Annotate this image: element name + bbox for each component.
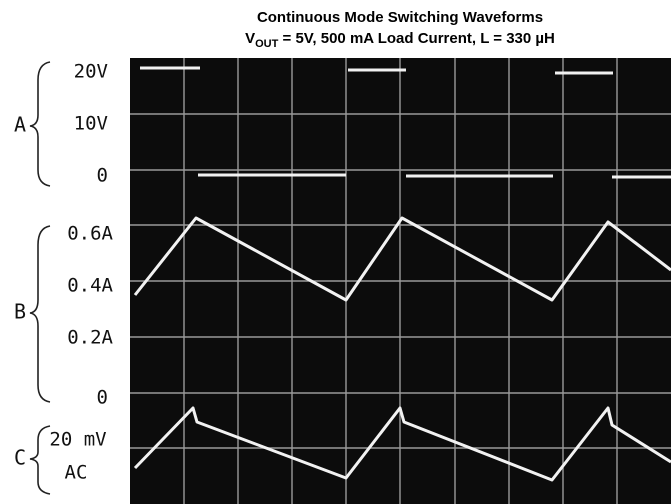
scale-label: 0 bbox=[97, 165, 108, 187]
brace-c bbox=[30, 426, 50, 494]
scale-label: 20 mV bbox=[49, 429, 106, 451]
scale-label: 0.4A bbox=[67, 275, 113, 297]
scale-label: 0.6A bbox=[67, 223, 113, 245]
channel-name: B bbox=[14, 300, 26, 324]
scale-label: 20V bbox=[74, 61, 108, 83]
title: Continuous Mode Switching Waveforms bbox=[257, 9, 543, 26]
figure: Continuous Mode Switching Waveforms VOUT… bbox=[0, 0, 671, 504]
page: {"header": {"title": "Continuous Mode Sw… bbox=[0, 0, 671, 504]
subtitle-rest: = 5V, 500 mA Load Current, L = 330 µH bbox=[278, 30, 555, 47]
subtitle-subscript: OUT bbox=[255, 38, 279, 50]
subtitle-prefix: V bbox=[245, 30, 255, 47]
brace-b bbox=[30, 226, 50, 402]
scale-label: 0 bbox=[97, 387, 108, 409]
scale-label: 10V bbox=[74, 113, 108, 135]
channel-name: C bbox=[14, 446, 26, 470]
scale-label: AC bbox=[65, 462, 88, 484]
brace-a bbox=[30, 62, 50, 186]
channel-name: A bbox=[14, 113, 26, 137]
subtitle: VOUT = 5V, 500 mA Load Current, L = 330 … bbox=[245, 30, 555, 50]
scale-label: 0.2A bbox=[67, 327, 113, 349]
